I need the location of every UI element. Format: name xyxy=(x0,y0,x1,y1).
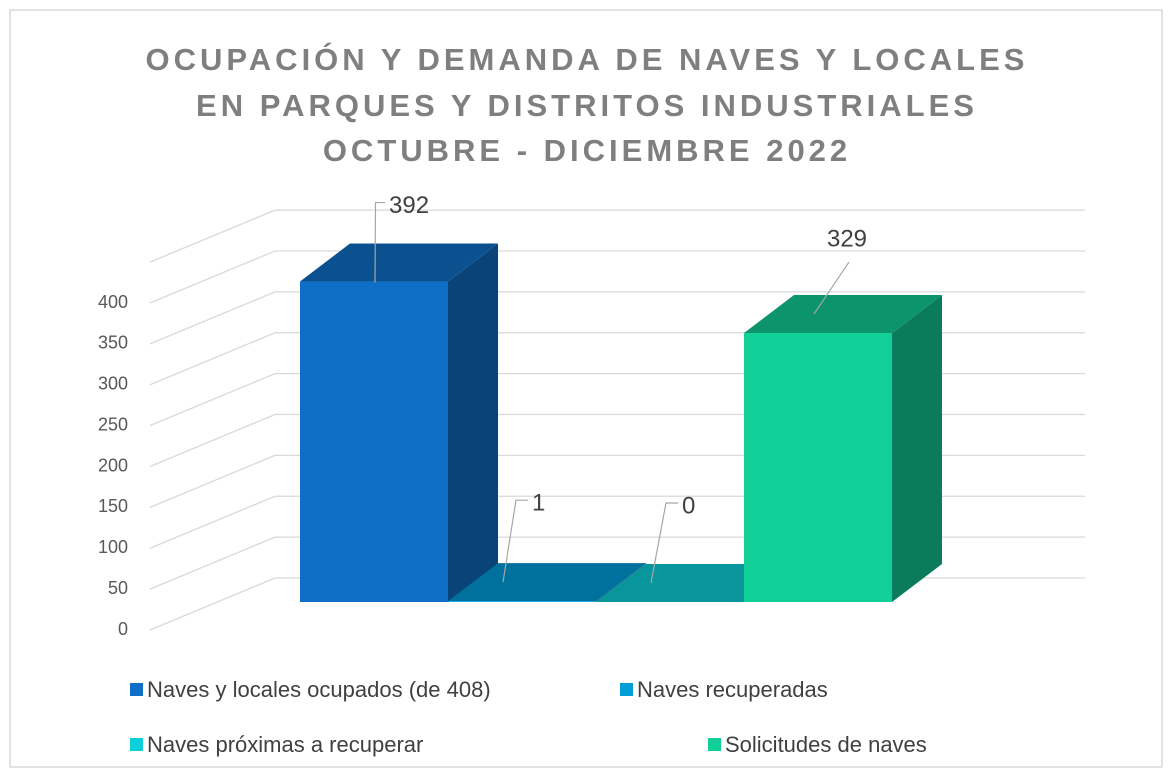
data-label: 1 xyxy=(532,490,545,517)
bar-side xyxy=(448,244,498,602)
chart-title: OCTUBRE - DICIEMBRE 2022 xyxy=(323,133,851,168)
chart-title: OCUPACIÓN Y DEMANDA DE NAVES Y LOCALES xyxy=(146,41,1029,77)
legend-swatch xyxy=(130,683,143,696)
legend-swatch xyxy=(130,738,143,751)
chart-border xyxy=(10,10,1162,767)
legend-swatch xyxy=(620,683,633,696)
legend-label: Solicitudes de naves xyxy=(725,732,927,757)
bar xyxy=(300,282,448,602)
y-tick-label: 200 xyxy=(98,455,128,475)
data-label: 0 xyxy=(682,492,695,519)
chart-title: EN PARQUES Y DISTRITOS INDUSTRIALES xyxy=(196,88,978,123)
legend-label: Naves recuperadas xyxy=(637,677,828,702)
y-tick-label: 0 xyxy=(118,619,128,639)
legend-label: Naves próximas a recuperar xyxy=(147,732,423,757)
y-tick-label: 350 xyxy=(98,333,128,353)
legend-label: Naves y locales ocupados (de 408) xyxy=(147,677,491,702)
y-tick-label: 250 xyxy=(98,414,128,434)
data-label: 329 xyxy=(827,225,867,252)
data-label: 392 xyxy=(389,192,429,219)
bar xyxy=(744,333,892,602)
y-tick-label: 300 xyxy=(98,374,128,394)
y-tick-label: 150 xyxy=(98,496,128,516)
y-tick-label: 50 xyxy=(108,578,128,598)
y-tick-label: 100 xyxy=(98,537,128,557)
bar-side xyxy=(892,295,942,602)
legend-swatch xyxy=(708,738,721,751)
y-tick-label: 400 xyxy=(98,292,128,312)
bar xyxy=(448,601,596,602)
